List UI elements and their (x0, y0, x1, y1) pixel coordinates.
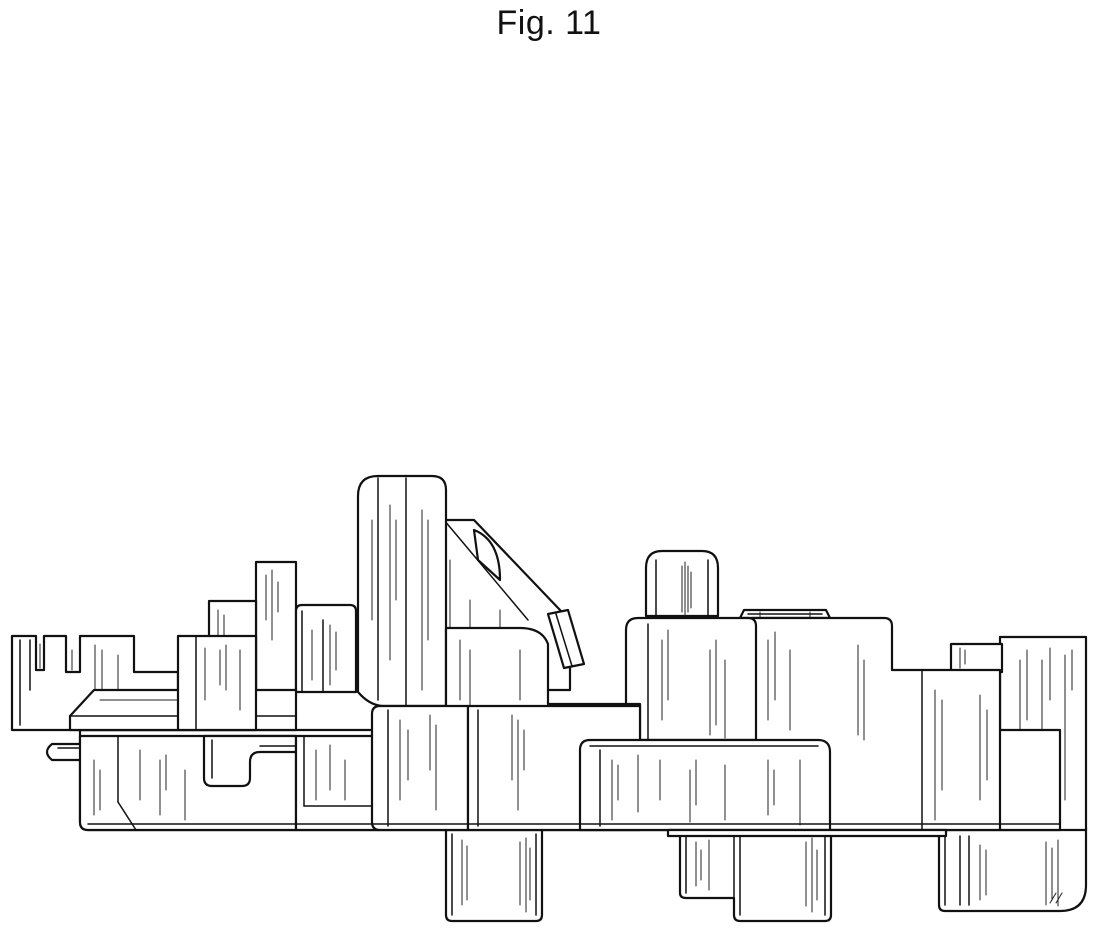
tall-tower (358, 476, 640, 740)
bottom-legs (446, 826, 1086, 921)
